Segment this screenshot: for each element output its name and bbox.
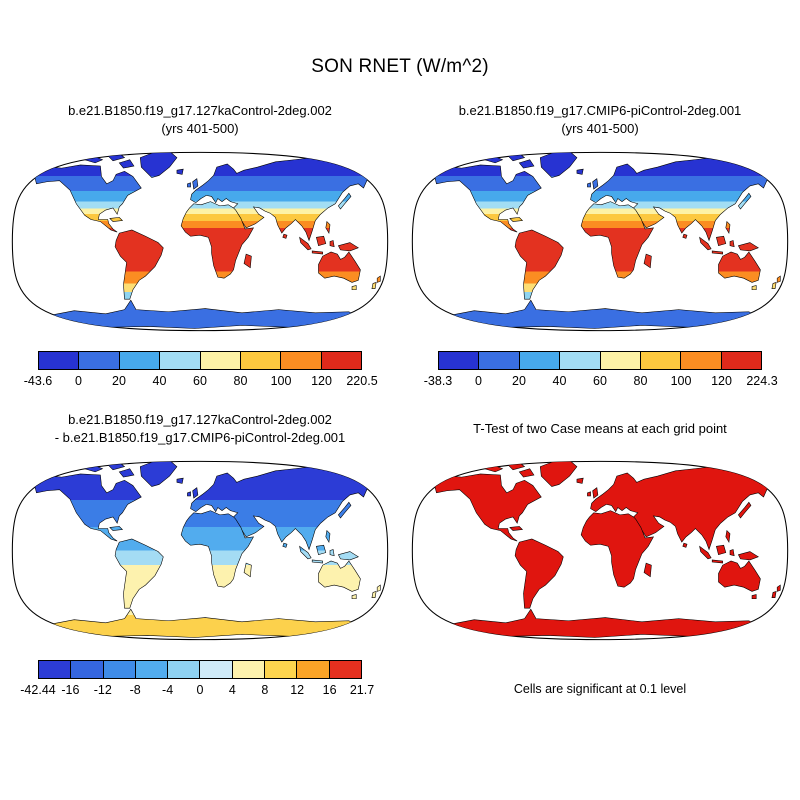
panel-difference-title-line2: - b.e21.B1850.f19_g17.CMIP6-piControl-2d… [54,430,346,445]
colorbar-cells [38,351,362,370]
land-layer [433,152,781,330]
colorbar-labels: -38.3 0 20 40 60 80 100 120 224.3 [424,374,778,389]
colorbar-tick-label: 100 [270,374,292,388]
colorbar-cell [265,661,298,678]
panel-ttest-title-line1: T-Test of two Case means at each grid po… [473,420,727,436]
colorbar-case2: -38.3 0 20 40 60 80 100 120 224.3 [424,351,778,389]
panel-case1: b.e21.B1850.f19_g17.127kaControl-2deg.00… [0,100,400,389]
colorbar-tick-label: 21.7 [349,683,375,697]
colorbar-cell [519,352,561,369]
colorbar-tick-label: 20 [112,374,126,388]
colorbar-tick-label: -42.44 [20,683,56,697]
colorbar-tick-label: 120 [711,374,732,388]
colorbar-tick-label: 80 [233,374,248,388]
colorbar-cell [200,352,241,369]
colorbar-cell [640,352,682,369]
significance-caption: Cells are significant at 0.1 level [513,682,687,696]
colorbar-cell [79,352,120,369]
colorbar-cell [297,661,330,678]
panel-ttest: T-Test of two Case means at each grid po… [400,409,800,698]
panel-case2: b.e21.B1850.f19_g17.CMIP6-piControl-2deg… [400,100,800,389]
colorbar-tick-label: 0 [75,374,82,388]
colorbar-tick-label: -16 [61,683,80,697]
colorbar-tick-label: 80 [633,374,648,388]
colorbar-tick-label: 0 [196,683,204,697]
colorbar-cell [103,661,136,678]
colorbar-cell [329,661,361,678]
colorbar-tick-label: 12 [290,683,305,697]
land-layer [33,461,381,639]
panel-case2-title: b.e21.B1850.f19_g17.CMIP6-piControl-2deg… [459,100,742,140]
colorbar-tick-label: 220.5 [346,374,378,388]
colorbar-cell [321,352,361,369]
panel-ttest-title: T-Test of two Case means at each grid po… [473,409,727,449]
panel-case1-title-line2: (yrs 401-500) [161,121,239,136]
colorbar-cell [721,352,761,369]
colorbar-cell [200,661,233,678]
colorbar-difference: -42.44 -16 -12 -8 -4 0 4 8 12 16 21.7 [20,660,374,698]
world-map-case2 [411,151,789,332]
panel-difference: b.e21.B1850.f19_g17.127kaControl-2deg.00… [0,409,400,698]
colorbar-tick-label: 100 [670,374,692,388]
colorbar-cells [438,351,762,370]
colorbar-tick-label: 8 [261,683,269,697]
panel-difference-title: b.e21.B1850.f19_g17.127kaControl-2deg.00… [55,409,346,449]
colorbar-cell [600,352,641,369]
colorbar-tick-label: -43.6 [23,374,53,388]
colorbar-tick-label: 16 [322,683,337,697]
colorbar-tick-label: -38.3 [423,374,453,388]
colorbar-tick-label: 40 [552,374,567,388]
colorbar-tick-label: 224.3 [746,374,778,388]
world-map-case1 [11,151,389,332]
colorbar-tick-label: -12 [93,683,112,697]
panel-grid: b.e21.B1850.f19_g17.127kaControl-2deg.00… [0,100,800,698]
colorbar-cell [39,661,72,678]
colorbar-cell [119,352,161,369]
colorbar-tick-label: 20 [512,374,526,388]
world-map-ttest [411,460,789,641]
colorbar-tick-label: -4 [162,683,174,697]
colorbar-cell [560,352,601,369]
panel-case2-title-line2: (yrs 401-500) [561,121,639,136]
panel-case1-title: b.e21.B1850.f19_g17.127kaControl-2deg.00… [68,100,332,140]
colorbar-case1: -43.6 0 20 40 60 80 100 120 220.5 [24,351,378,389]
colorbar-cell [681,352,722,369]
colorbar-tick-label: 4 [228,683,236,697]
colorbar-tick-label: 120 [311,374,332,388]
colorbar-cells [38,660,362,679]
colorbar-cell [39,352,80,369]
figure-title: SON RNET (W/m^2) [311,56,489,77]
colorbar-tick-label: 60 [193,374,207,388]
colorbar-cell [135,661,169,678]
colorbar-cell [168,661,201,678]
colorbar-labels: -42.44 -16 -12 -8 -4 0 4 8 12 16 21.7 [20,683,374,698]
colorbar-labels: -43.6 0 20 40 60 80 100 120 220.5 [24,374,378,389]
panel-case1-title-line1: b.e21.B1850.f19_g17.127kaControl-2deg.00… [68,102,332,118]
panel-difference-title-line1: b.e21.B1850.f19_g17.127kaControl-2deg.00… [68,411,332,427]
colorbar-tick-label: 40 [152,374,167,388]
colorbar-cell [160,352,201,369]
colorbar-tick-label: -8 [129,683,141,697]
colorbar-cell [479,352,520,369]
colorbar-tick-label: 60 [593,374,607,388]
colorbar-cell [439,352,480,369]
colorbar-cell [71,661,104,678]
world-map-difference [11,460,389,641]
colorbar-cell [281,352,322,369]
colorbar-tick-label: 0 [475,374,482,388]
colorbar-cell [240,352,282,369]
panel-case2-title-line1: b.e21.B1850.f19_g17.CMIP6-piControl-2deg… [458,102,742,118]
colorbar-cell [232,661,266,678]
land-layer [33,152,381,330]
